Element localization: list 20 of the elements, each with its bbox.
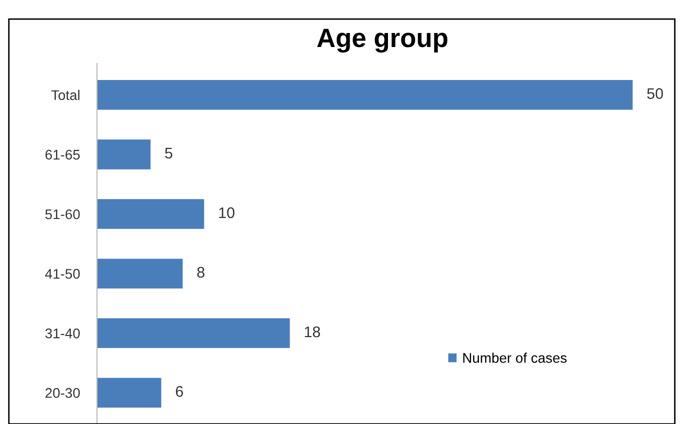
data-label: 6 (176, 386, 183, 397)
bar (96, 378, 162, 408)
y-tick-label: 41-50 (45, 268, 80, 279)
y-tick-label: 20-30 (46, 388, 80, 398)
legend-label: Number of cases (463, 352, 567, 363)
bar (96, 140, 151, 170)
data-label: 50 (647, 88, 663, 99)
y-tick-label: 61-65 (46, 150, 80, 160)
bar (96, 80, 633, 110)
bar (96, 199, 204, 229)
y-tick-label: 51-60 (45, 209, 80, 220)
data-label: 18 (304, 326, 320, 338)
data-label: 5 (165, 148, 172, 159)
y-tick-label: 31-40 (45, 328, 80, 338)
y-tick-label: Total (51, 90, 80, 100)
data-label: 10 (219, 207, 234, 218)
data-label: 8 (197, 266, 204, 278)
chart-title: Age group (317, 28, 448, 53)
bar (96, 258, 183, 288)
bar (96, 318, 290, 348)
